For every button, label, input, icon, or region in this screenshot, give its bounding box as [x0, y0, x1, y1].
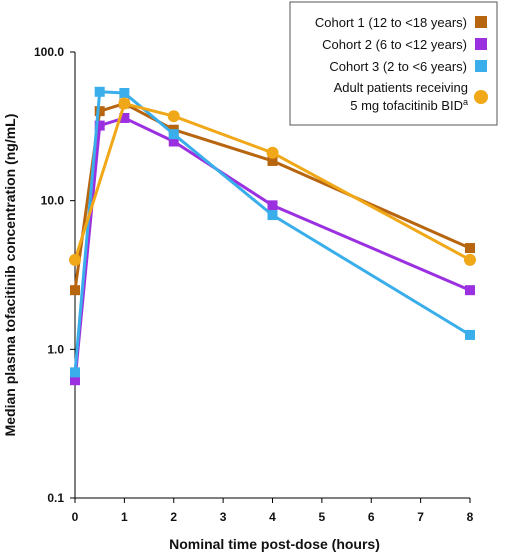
legend-label: 5 mg tofacitinib BIDa — [350, 97, 468, 113]
data-point — [70, 375, 80, 386]
x-axis-title: Nominal time post-dose (hours) — [169, 536, 380, 552]
data-point — [168, 136, 179, 147]
legend-item: Cohort 1 (12 to <18 years) — [315, 15, 487, 30]
data-point — [94, 86, 105, 97]
data-point — [267, 155, 278, 166]
x-tick-label: 5 — [319, 510, 326, 524]
x-tick-label: 1 — [121, 510, 128, 524]
data-point — [464, 253, 476, 266]
legend-item: Cohort 3 (2 to <6 years) — [329, 59, 487, 74]
data-point — [267, 210, 278, 221]
legend-swatch — [474, 90, 488, 104]
y-tick-label: 10.0 — [41, 194, 65, 208]
data-point — [168, 129, 179, 140]
y-tick-label: 1.0 — [47, 342, 64, 356]
data-point — [70, 285, 80, 296]
data-point — [70, 367, 80, 378]
ticks: 0 1 2 3 4 5 6 7 8 0.1 1.0 10.0 100.0 — [34, 45, 474, 524]
series-3 — [70, 86, 475, 378]
data-point — [465, 285, 475, 296]
legend-label: Adult patients receiving — [334, 80, 468, 95]
data-point — [118, 97, 131, 110]
y-tick-label: 100.0 — [34, 45, 64, 59]
x-tick-label: 8 — [467, 510, 474, 524]
series-4 — [69, 97, 476, 266]
data-point — [167, 110, 180, 123]
legend-items: Cohort 1 (12 to <18 years) Cohort 2 (6 to… — [315, 15, 488, 113]
x-tick-label: 3 — [220, 510, 227, 524]
legend-swatch — [475, 60, 487, 72]
series-line — [73, 90, 471, 373]
x-tick-label: 0 — [72, 510, 79, 524]
legend-superscript: a — [463, 97, 468, 107]
legend-box — [289, 1, 498, 126]
x-tick-label: 2 — [170, 510, 177, 524]
x-tick-label: 6 — [368, 510, 375, 524]
legend-swatch — [475, 38, 487, 50]
data-point — [119, 87, 130, 98]
y-tick-label: 0.1 — [47, 491, 64, 505]
data-point — [465, 243, 475, 254]
series-line — [73, 102, 471, 262]
series-2 — [70, 112, 475, 386]
legend-item: Adult patients receiving 5 mg tofacitinib… — [334, 80, 488, 113]
y-axis-title: Median plasma tofacitinib concentration … — [2, 114, 18, 437]
data-point — [266, 146, 279, 159]
legend-label: Cohort 3 (2 to <6 years) — [329, 59, 467, 74]
series-layer — [69, 86, 476, 386]
x-tick-label: 7 — [417, 510, 424, 524]
series-line — [73, 116, 471, 381]
data-point — [267, 200, 278, 211]
data-point — [94, 106, 105, 117]
legend-label: Cohort 2 (6 to <12 years) — [322, 37, 467, 52]
legend-item: Cohort 2 (6 to <12 years) — [322, 37, 487, 52]
x-tick-label: 4 — [269, 510, 276, 524]
legend: Cohort 1 (12 to <18 years) Cohort 2 (6 to… — [289, 1, 498, 126]
data-point — [69, 253, 81, 266]
data-point — [465, 329, 475, 340]
series-line — [73, 102, 471, 291]
legend-swatch — [475, 16, 487, 28]
data-point — [94, 120, 105, 131]
data-point — [119, 112, 130, 123]
legend-label: Cohort 1 (12 to <18 years) — [315, 15, 467, 30]
